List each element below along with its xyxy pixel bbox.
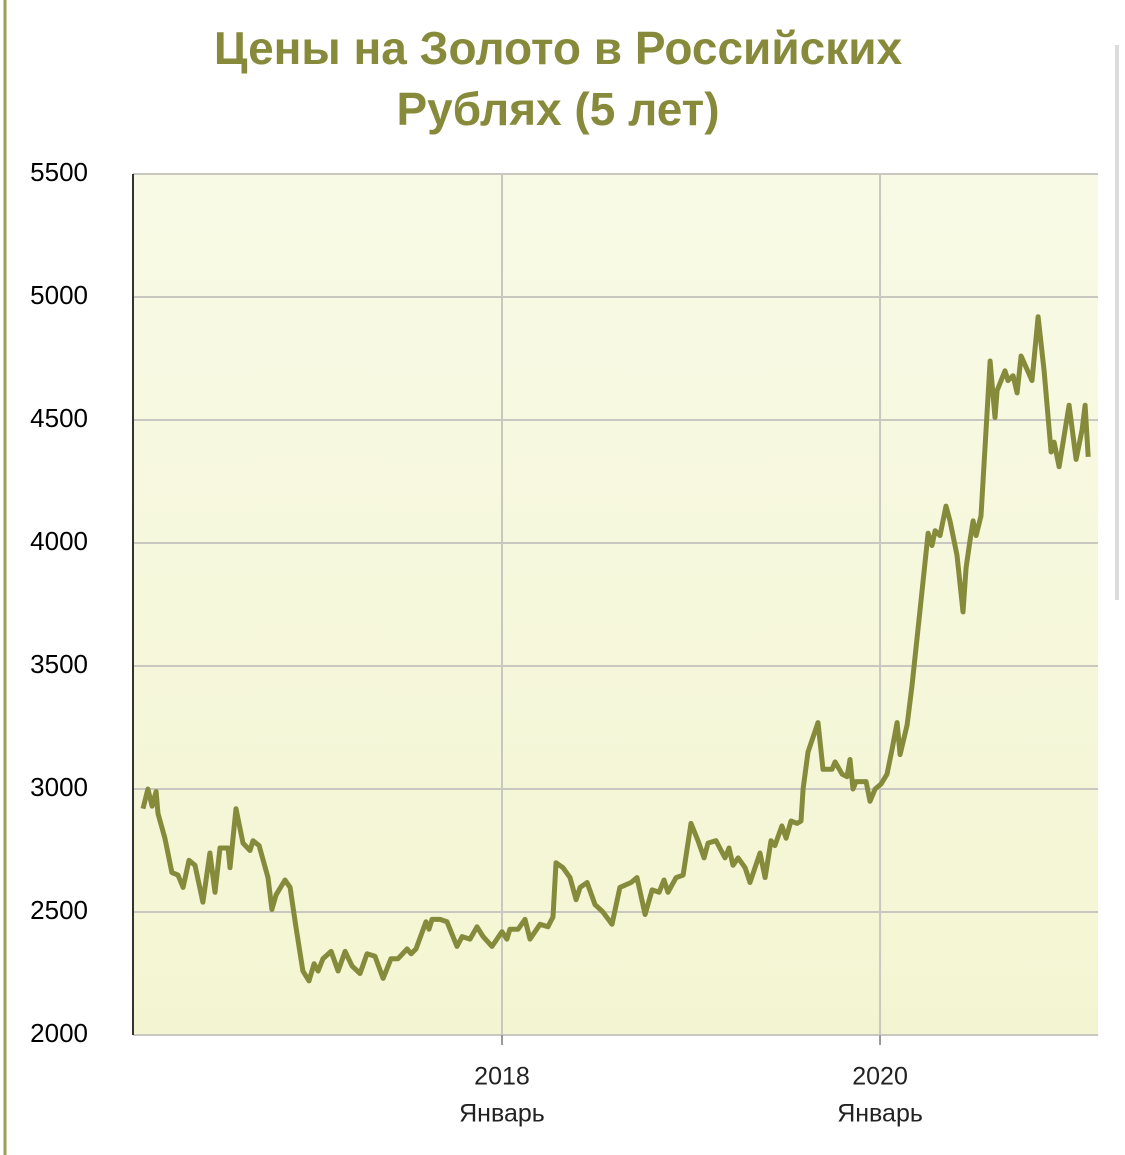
y-tick-label: 3000 — [30, 772, 88, 802]
price-line — [140, 314, 1091, 984]
x-tick-sublabel: Январь — [459, 1100, 545, 1128]
y-tick-label: 2000 — [30, 1018, 88, 1048]
chart-title: Рублях (5 лет) — [396, 83, 719, 135]
plot-area — [133, 174, 1098, 1035]
x-tick-label: 2020 — [852, 1063, 908, 1091]
y-tick-label: 4000 — [30, 526, 88, 556]
y-tick-label: 5500 — [30, 157, 88, 187]
chart-title: Цены на Золото в Российских — [214, 22, 903, 74]
y-tick-label: 5000 — [30, 280, 88, 310]
x-tick-label: 2018 — [474, 1063, 530, 1091]
y-tick-label: 3500 — [30, 649, 88, 679]
y-tick-label: 4500 — [30, 403, 88, 433]
x-tick-sublabel: Январь — [837, 1100, 923, 1128]
y-tick-label: 2500 — [30, 895, 88, 925]
